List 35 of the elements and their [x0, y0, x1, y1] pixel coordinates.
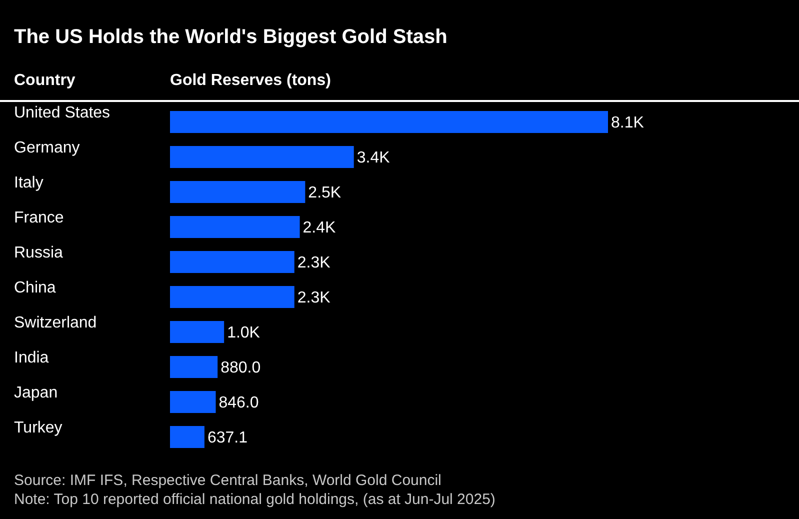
bar: [170, 251, 294, 273]
data-label: 8.1K: [611, 114, 644, 132]
bar: [170, 321, 224, 343]
bar: [170, 181, 306, 203]
y-tick-label: China: [14, 280, 56, 296]
x-axis-title: Gold Reserves (tons): [170, 72, 331, 90]
bar: [170, 391, 216, 413]
data-label: 2.4K: [302, 220, 336, 237]
data-label: 3.4K: [356, 150, 390, 167]
y-tick-label: France: [14, 210, 64, 226]
y-tick-label: Russia: [14, 244, 64, 262]
y-axis-title: Country: [14, 72, 76, 90]
bar: [170, 356, 218, 378]
data-label: 2.5K: [308, 184, 342, 202]
bar: [170, 286, 294, 308]
data-label: 1.0K: [227, 324, 260, 342]
data-label: 2.3K: [297, 254, 331, 272]
y-tick-label: India: [14, 350, 49, 366]
y-tick-label: Turkey: [14, 420, 62, 436]
bar: [170, 216, 300, 238]
y-tick-label: United States: [14, 104, 110, 122]
data-label: 637.1: [207, 430, 248, 447]
source-note: Source: IMF IFS, Respective Central Banks, World Gold Council: [14, 472, 442, 489]
bar: [170, 111, 608, 133]
text: Note: Top 10 reported official national gold holdings, (as at Jun-Jul 2025): [14, 491, 496, 508]
y-tick-label: Switzerland: [14, 314, 97, 332]
bar: [170, 146, 354, 168]
chart-title: The US Holds the World's Biggest Gold Stash: [14, 26, 448, 49]
data-label: 2.3K: [297, 290, 331, 307]
y-tick-label: Italy: [14, 174, 44, 192]
bar: [170, 426, 204, 448]
data-label: 880.0: [220, 360, 261, 377]
y-tick-label: Germany: [14, 140, 80, 156]
y-tick-label: Japan: [14, 384, 58, 402]
data-label: 846.0: [218, 394, 259, 412]
